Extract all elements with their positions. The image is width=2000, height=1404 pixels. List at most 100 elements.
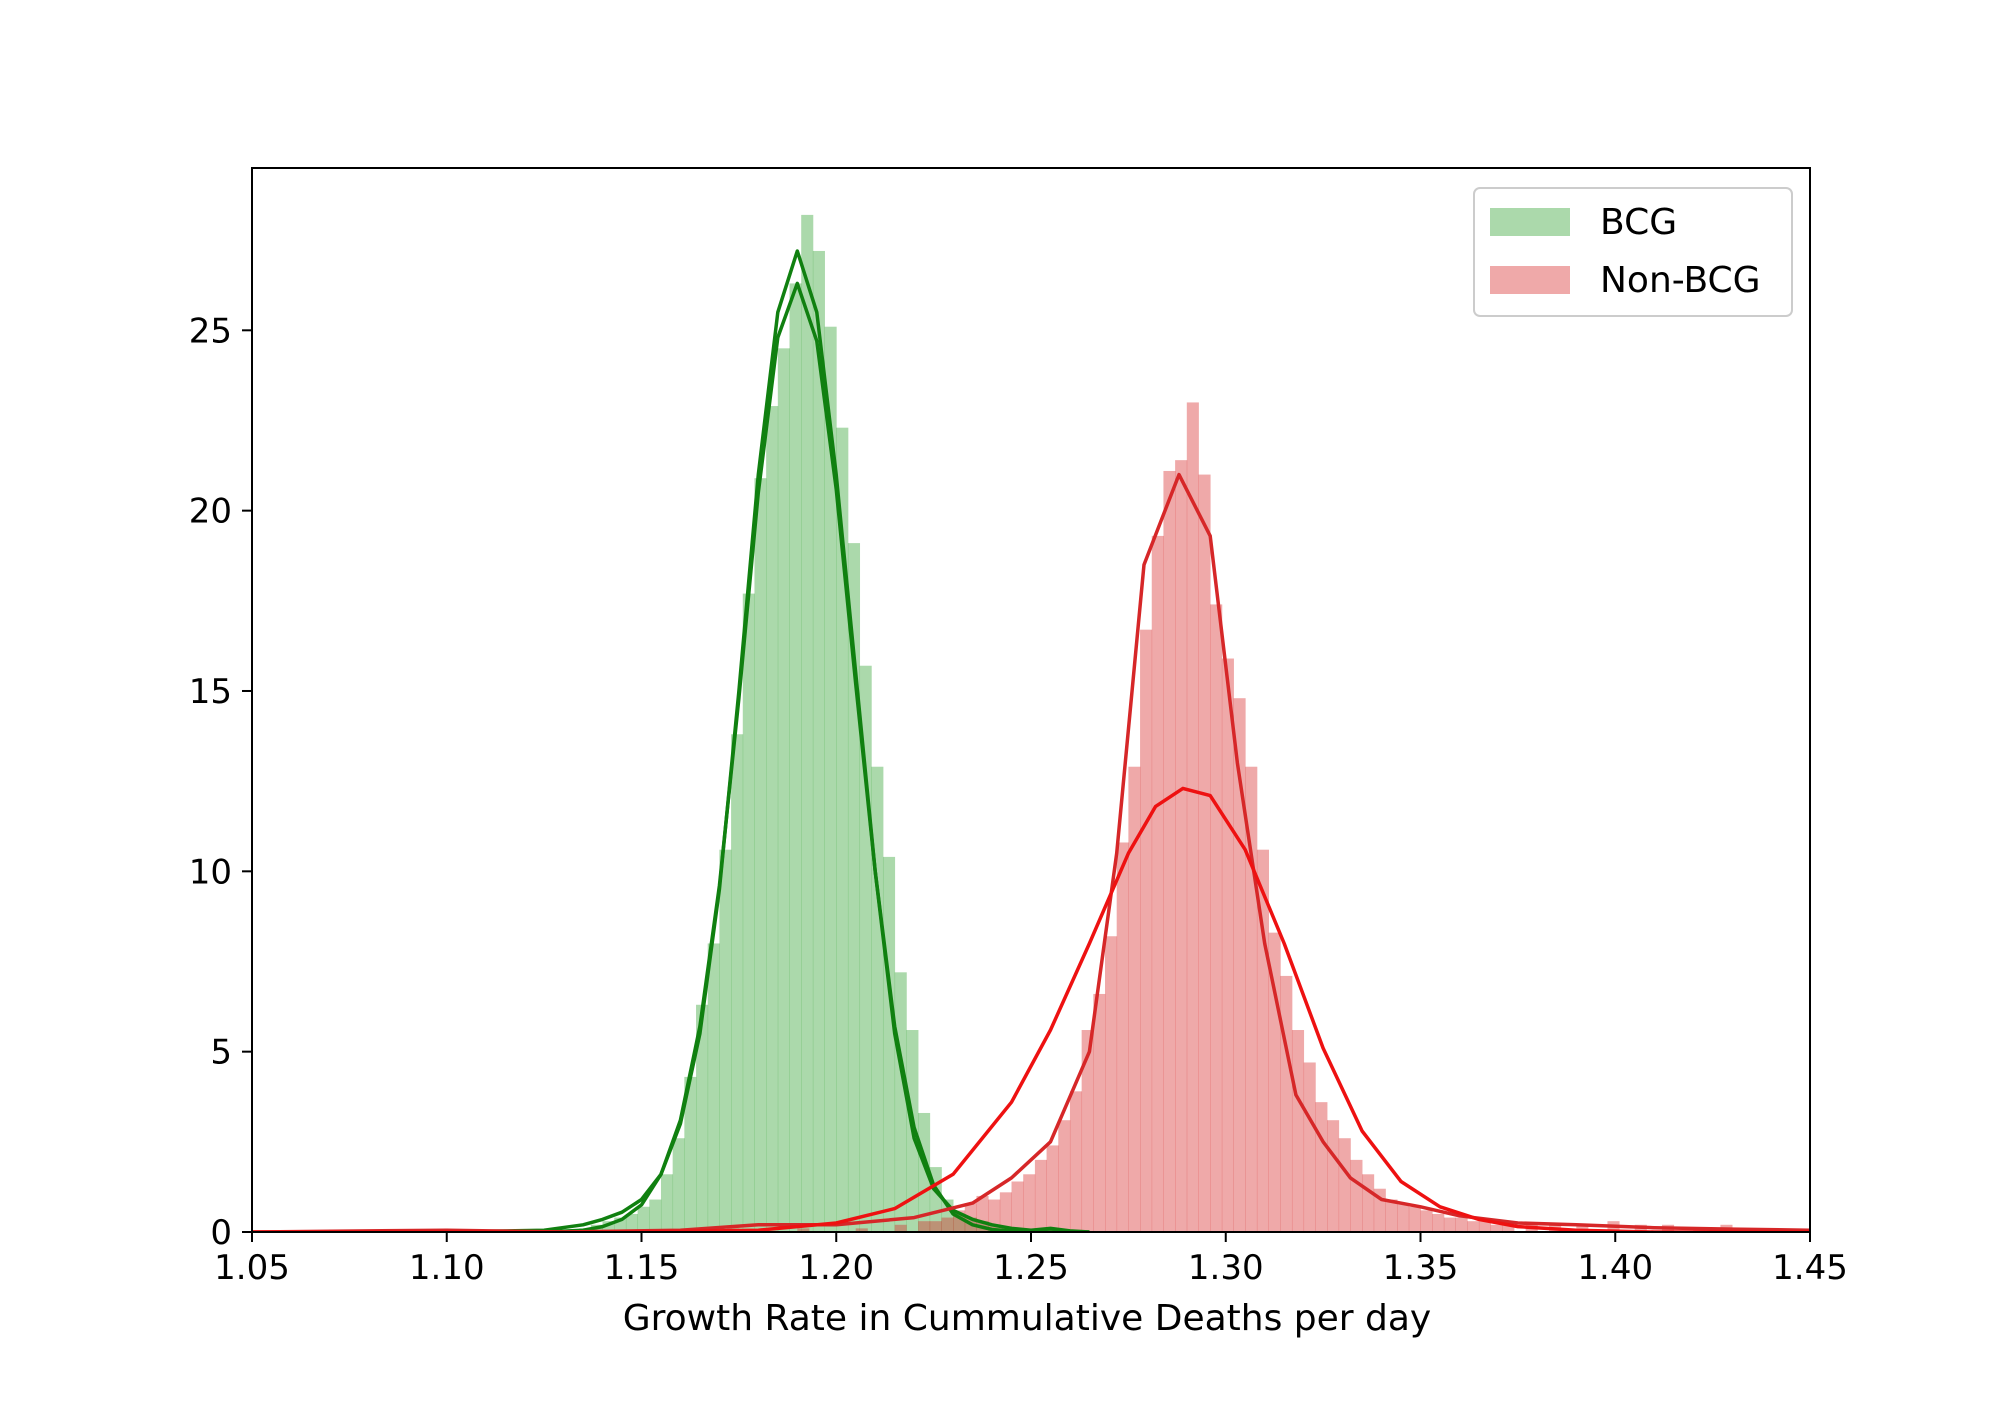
series-bcg-bars xyxy=(579,214,1059,1232)
histogram-bar xyxy=(1397,1203,1410,1232)
histogram-bar xyxy=(1221,658,1234,1232)
histogram-bar xyxy=(1198,474,1211,1232)
histogram-bar xyxy=(1116,842,1129,1232)
histogram-bar xyxy=(1210,604,1223,1232)
histogram-bar xyxy=(871,766,884,1232)
histogram-bar xyxy=(1338,1138,1351,1232)
histogram-bar xyxy=(672,1138,685,1232)
histogram-bar xyxy=(1151,535,1164,1232)
histogram-bar xyxy=(855,1228,868,1232)
x-tick-label: 1.05 xyxy=(214,1248,290,1288)
histogram-bar xyxy=(1186,402,1199,1232)
histogram-bar xyxy=(1291,1030,1305,1232)
x-tick-label: 1.20 xyxy=(798,1248,874,1288)
histogram-bar xyxy=(684,1076,697,1232)
histogram-bar xyxy=(1576,1224,1589,1232)
histogram-bar xyxy=(1175,460,1188,1232)
histogram-bar xyxy=(1432,1213,1445,1232)
histogram-bar xyxy=(707,943,720,1232)
histogram-bar xyxy=(1128,766,1141,1232)
y-tick-label: 0 xyxy=(210,1213,232,1253)
histogram-bar xyxy=(1502,1224,1515,1232)
y-tick-label: 20 xyxy=(189,492,232,532)
histogram-bar xyxy=(801,214,814,1232)
histogram-bar xyxy=(1081,1030,1094,1232)
y-tick-label: 15 xyxy=(189,672,232,712)
histogram-bar xyxy=(1350,1159,1363,1232)
x-tick-label: 1.35 xyxy=(1383,1248,1459,1288)
histogram-bar xyxy=(797,1228,810,1232)
plot-area xyxy=(251,167,1811,1233)
y-tick-label: 25 xyxy=(189,311,232,351)
histogram-bar xyxy=(696,1004,709,1232)
histogram-bar xyxy=(1467,1221,1480,1232)
histogram-bar xyxy=(1069,1091,1083,1232)
x-tick-label: 1.10 xyxy=(409,1248,485,1288)
x-tick-label: 1.25 xyxy=(993,1248,1069,1288)
histogram-bar xyxy=(731,734,744,1232)
histogram-bar xyxy=(754,478,767,1232)
histogram-bar xyxy=(836,427,849,1232)
histogram-bar xyxy=(1478,1221,1492,1232)
density-curve xyxy=(252,786,1810,1232)
x-axis-label: Growth Rate in Cummulative Deaths per da… xyxy=(623,1298,1432,1339)
histogram-bar xyxy=(649,1199,662,1232)
legend-swatch xyxy=(1490,266,1570,294)
x-tick-label: 1.45 xyxy=(1772,1248,1848,1288)
histogram-bar xyxy=(999,1192,1012,1232)
legend-box xyxy=(1473,187,1793,317)
y-axis: 0 5 10 15 20 25 xyxy=(189,311,252,1253)
histogram-bar xyxy=(660,1174,674,1232)
x-tick-label: 1.30 xyxy=(1188,1248,1264,1288)
legend-label: Non-BCG xyxy=(1600,260,1761,301)
histogram-bar xyxy=(1408,1206,1421,1232)
x-tick-label: 1.40 xyxy=(1577,1248,1653,1288)
histogram-bar xyxy=(1362,1174,1375,1232)
histogram-bar xyxy=(777,348,790,1232)
histogram-bar xyxy=(1280,975,1293,1232)
histogram-bar xyxy=(882,856,896,1232)
histogram-bar xyxy=(824,326,837,1232)
histogram-bar xyxy=(1093,993,1106,1232)
histogram-bar xyxy=(929,1221,942,1232)
histogram-bar xyxy=(812,250,825,1232)
legend-label: BCG xyxy=(1600,202,1677,243)
histogram-bar xyxy=(1140,629,1153,1232)
histogram-bar xyxy=(1034,1159,1047,1232)
legend-swatch xyxy=(1490,208,1570,236)
histogram-bar xyxy=(1011,1181,1024,1232)
y-tick-label: 10 xyxy=(189,852,232,892)
y-tick-label: 5 xyxy=(210,1033,232,1073)
histogram-bar xyxy=(1233,698,1246,1232)
histogram-bar xyxy=(1455,1217,1468,1232)
histogram-bar xyxy=(766,406,779,1232)
histogram-bar xyxy=(719,849,732,1232)
histogram-bar xyxy=(602,1221,615,1232)
histogram-bar xyxy=(1315,1102,1328,1232)
x-axis: 1.05 1.10 1.15 1.20 1.25 1.30 1.35 1.40 1.45 xyxy=(214,1232,1848,1288)
histogram-bar xyxy=(1058,1120,1071,1232)
histogram-bar xyxy=(1490,1224,1503,1232)
histogram-bar xyxy=(1443,1217,1456,1232)
plot-marks xyxy=(252,214,1810,1232)
histogram-bar xyxy=(625,1213,639,1232)
x-tick-label: 1.15 xyxy=(604,1248,680,1288)
histogram-bar xyxy=(894,972,907,1232)
histogram-bar xyxy=(742,593,755,1232)
histogram-bar xyxy=(789,283,802,1232)
density-curve xyxy=(446,281,1090,1232)
histogram-bar xyxy=(1420,1210,1433,1232)
density-curve xyxy=(252,472,1810,1232)
histogram-bar xyxy=(637,1206,650,1232)
histogram-bar xyxy=(1105,936,1118,1232)
histogram-bar xyxy=(1303,1062,1316,1232)
histogram-bar xyxy=(1023,1174,1036,1232)
histogram-bar xyxy=(918,1221,931,1232)
histogram-bar xyxy=(894,1224,907,1232)
histogram-bar xyxy=(1163,470,1176,1232)
histogram-bar xyxy=(1046,1145,1059,1232)
legend: BCG Non-BCG xyxy=(1473,187,1793,317)
histogram-bar xyxy=(1327,1120,1340,1232)
